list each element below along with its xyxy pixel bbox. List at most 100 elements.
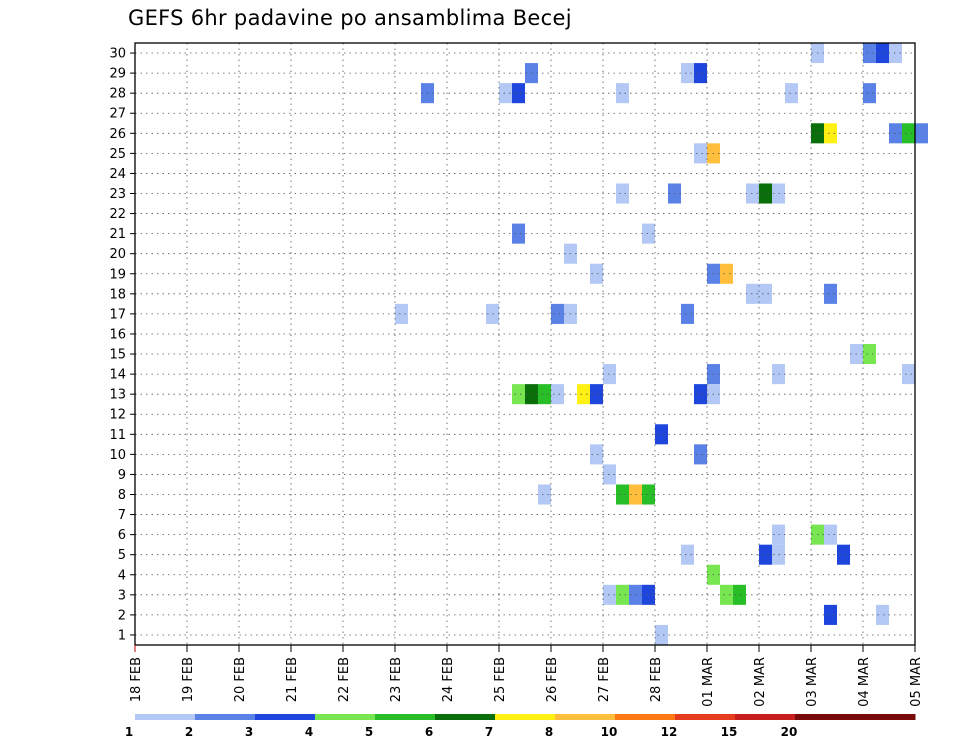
- plot-frame: [134, 42, 916, 646]
- heatmap-cell: [720, 584, 733, 605]
- colorbar-segment: [795, 714, 856, 720]
- y-tick-label: 24: [109, 167, 126, 182]
- heatmap-cell: [824, 123, 837, 144]
- heatmap-cell: [681, 544, 694, 565]
- heatmap-cell: [759, 283, 772, 304]
- y-tick-label: 17: [109, 307, 126, 322]
- x-tick-label: 26 FEB: [545, 657, 560, 702]
- y-tick-label: 27: [109, 107, 126, 122]
- y-tick-label: 30: [109, 47, 126, 62]
- y-tick-label: 22: [109, 207, 126, 222]
- colorbar-label: 5: [365, 725, 373, 739]
- heatmap-cell: [538, 384, 551, 405]
- y-tick-label: 7: [118, 508, 126, 523]
- y-tick-label: 20: [109, 247, 126, 262]
- heatmap-cell: [876, 43, 889, 64]
- heatmap-cell: [590, 444, 603, 465]
- y-tick-label: 21: [109, 227, 126, 242]
- y-tick-label: 5: [118, 548, 126, 563]
- heatmap-cell: [759, 544, 772, 565]
- x-tick-label: 23 FEB: [389, 657, 404, 702]
- colorbar-segment: [435, 714, 496, 720]
- heatmap-cell: [616, 484, 629, 505]
- heatmap-cell: [733, 584, 746, 605]
- colorbar-label: 1: [125, 725, 133, 739]
- colorbar-label: 2: [185, 725, 193, 739]
- x-tick-label: 04 MAR: [857, 657, 872, 707]
- heatmap-cell: [759, 183, 772, 204]
- y-tick-label: 4: [118, 568, 126, 583]
- heatmap-cell: [577, 384, 590, 405]
- colorbar: 1 2 3 4 5 6 7 8 10 12 15 20: [125, 714, 916, 739]
- y-tick-label: 23: [109, 187, 126, 202]
- colorbar-segment: [135, 714, 196, 720]
- x-tick-label: 05 MAR: [909, 657, 924, 707]
- heatmap-cell: [642, 484, 655, 505]
- heatmap-cell: [902, 364, 915, 385]
- y-tick-label: 28: [109, 87, 126, 102]
- y-tick-label: 11: [109, 428, 126, 443]
- colorbar-segment: [675, 714, 736, 720]
- x-tick-label: 19 FEB: [181, 657, 196, 702]
- heatmap-cell: [655, 424, 668, 445]
- x-tick-label: 02 MAR: [753, 657, 768, 707]
- heatmap-cell: [512, 83, 525, 104]
- heatmap-cell: [551, 384, 564, 405]
- x-tick-label: 27 FEB: [597, 657, 612, 702]
- colorbar-label: 10: [601, 725, 618, 739]
- heatmap-cell: [915, 123, 928, 144]
- colorbar-label: 15: [721, 725, 738, 739]
- colorbar-segment: [735, 714, 796, 720]
- y-axis: 1234567891011121314151617181920212223242…: [109, 47, 135, 643]
- heatmap-cell: [694, 143, 707, 164]
- heatmap-cell: [616, 83, 629, 104]
- colorbar-segment: [315, 714, 376, 720]
- x-tick-label: 03 MAR: [805, 657, 820, 707]
- heatmap-cell: [499, 83, 512, 104]
- heatmap-cell: [720, 263, 733, 284]
- colorbar-label: 8: [545, 725, 553, 739]
- colorbar-segment: [495, 714, 556, 720]
- y-tick-label: 12: [109, 408, 126, 423]
- heatmap-cell: [681, 63, 694, 84]
- y-tick-label: 10: [109, 448, 126, 463]
- colorbar-segment: [855, 714, 916, 720]
- heatmap-cell: [876, 604, 889, 625]
- heatmap-cell: [681, 303, 694, 324]
- x-tick-label: 24 FEB: [441, 657, 456, 702]
- y-tick-label: 6: [118, 528, 126, 543]
- heatmap-cell: [694, 444, 707, 465]
- heatmap-cell: [590, 263, 603, 284]
- y-tick-label: 25: [109, 147, 126, 162]
- colorbar-label: 12: [661, 725, 678, 739]
- y-tick-label: 1: [118, 628, 126, 643]
- y-tick-label: 16: [109, 327, 126, 342]
- heatmap-cell: [616, 183, 629, 204]
- colorbar-segment: [195, 714, 256, 720]
- heatmap-cell: [824, 283, 837, 304]
- colorbar-label: 6: [425, 725, 433, 739]
- heatmap-cell: [863, 83, 876, 104]
- heatmap-cell: [538, 484, 551, 505]
- colorbar-label: 3: [245, 725, 253, 739]
- colorbar-segment: [255, 714, 316, 720]
- colorbar-segment: [555, 714, 616, 720]
- heatmap-cell: [616, 584, 629, 605]
- y-tick-label: 3: [118, 588, 126, 603]
- heatmap-cell: [824, 524, 837, 545]
- x-tick-label: 21 FEB: [285, 657, 300, 702]
- heatmap-cells: [395, 43, 928, 645]
- heatmap-cell: [863, 43, 876, 64]
- y-tick-label: 13: [109, 388, 126, 403]
- heatmap-cell: [902, 123, 915, 144]
- heatmap-cell: [824, 604, 837, 625]
- heatmap-cell: [590, 384, 603, 405]
- x-tick-label: 20 FEB: [233, 657, 248, 702]
- colorbar-segment: [615, 714, 676, 720]
- colorbar-label: 20: [781, 725, 798, 739]
- heatmap-cell: [642, 223, 655, 244]
- x-tick-label: 18 FEB: [129, 657, 144, 702]
- x-tick-label: 25 FEB: [493, 657, 508, 702]
- y-tick-label: 14: [109, 368, 126, 383]
